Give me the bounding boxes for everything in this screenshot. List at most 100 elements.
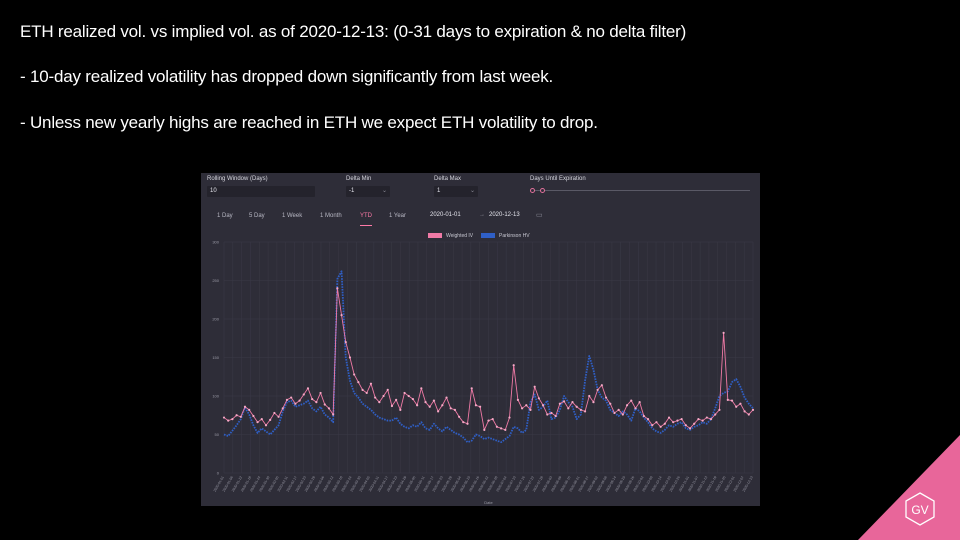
data-point-weighted-iv: [491, 418, 494, 421]
range-button-1-year[interactable]: 1 Year: [389, 213, 407, 219]
data-point-weighted-iv: [583, 410, 587, 413]
legend-label-parkinson-hv[interactable]: Parkinson HV: [499, 233, 530, 239]
data-point-weighted-iv: [588, 394, 591, 398]
data-point-weighted-iv: [617, 408, 620, 411]
delta-max-select[interactable]: 1 ⌄: [434, 186, 478, 197]
hexagon-icon: [905, 492, 935, 526]
range-button-1-day[interactable]: 1 Day: [217, 213, 233, 219]
data-point-weighted-iv: [302, 393, 305, 396]
data-point-weighted-iv: [441, 404, 444, 407]
data-point-weighted-iv: [369, 382, 373, 385]
data-point-weighted-iv: [470, 387, 473, 390]
data-point-weighted-iv: [378, 401, 381, 404]
data-point-weighted-iv: [273, 411, 276, 415]
days-until-expiration-slider[interactable]: [532, 190, 750, 191]
range-button-1-month[interactable]: 1 Month: [320, 213, 342, 219]
data-point-weighted-iv: [504, 428, 507, 431]
data-point-weighted-iv: [483, 428, 486, 431]
headline-3: - Unless new yearly highs are reached in…: [20, 113, 598, 132]
slider-handle-min[interactable]: [530, 188, 535, 193]
y-tick-label: 300: [212, 240, 219, 245]
active-range-indicator: [360, 225, 372, 226]
legend-swatch-parkinson-hv: [481, 233, 495, 238]
data-point-weighted-iv: [630, 399, 633, 402]
legend-label-weighted-iv[interactable]: Weighted IV: [446, 233, 474, 239]
data-point-weighted-iv: [269, 418, 272, 421]
data-point-weighted-iv: [285, 398, 289, 401]
data-point-weighted-iv: [550, 411, 553, 415]
data-point-weighted-iv: [693, 422, 696, 425]
data-point-weighted-iv: [562, 400, 566, 403]
delta-min-select[interactable]: -1 ⌄: [346, 186, 390, 197]
data-point-weighted-iv: [420, 387, 423, 390]
data-point-weighted-iv: [222, 416, 226, 419]
legend-swatch-weighted-iv: [428, 233, 442, 238]
data-point-weighted-iv: [651, 424, 654, 427]
delta-min-label: Delta Min: [346, 176, 372, 182]
data-point-weighted-iv: [525, 404, 528, 407]
data-point-weighted-iv: [667, 416, 671, 419]
y-tick-label: 100: [212, 394, 219, 399]
data-point-weighted-iv: [348, 356, 352, 359]
data-point-weighted-iv: [537, 397, 540, 400]
chevron-down-icon: ⌄: [381, 188, 387, 194]
data-point-weighted-iv: [390, 404, 394, 408]
data-point-weighted-iv: [243, 405, 247, 408]
data-point-weighted-iv: [260, 418, 263, 421]
data-point-weighted-iv: [730, 399, 734, 402]
data-point-weighted-iv: [743, 410, 746, 413]
data-point-weighted-iv: [332, 413, 335, 416]
data-point-weighted-iv: [499, 427, 503, 430]
data-point-weighted-iv: [432, 399, 436, 402]
data-point-weighted-iv: [294, 402, 297, 405]
range-button-1-week[interactable]: 1 Week: [282, 213, 303, 219]
slider-handle-max[interactable]: [540, 188, 545, 193]
calendar-icon[interactable]: ▭: [536, 212, 543, 219]
data-point-weighted-iv: [512, 364, 515, 367]
x-axis-title: Date: [484, 500, 493, 505]
data-point-weighted-iv: [697, 418, 700, 421]
range-button-ytd[interactable]: YTD: [360, 213, 372, 219]
end-date-input[interactable]: 2020-12-13: [489, 212, 520, 218]
rolling-window-input[interactable]: 10: [207, 186, 315, 197]
data-point-weighted-iv: [642, 414, 645, 418]
data-point-weighted-iv: [684, 424, 687, 427]
delta-max-label: Delta Max: [434, 176, 462, 182]
data-point-weighted-iv: [495, 425, 498, 428]
delta-min-value: -1: [349, 188, 355, 194]
data-point-weighted-iv: [592, 401, 595, 404]
rolling-window-label: Rolling Window (Days): [207, 176, 268, 182]
data-point-weighted-iv: [336, 287, 339, 290]
data-point-weighted-iv: [546, 413, 549, 416]
data-point-weighted-iv: [428, 405, 431, 408]
data-point-weighted-iv: [315, 401, 318, 404]
data-point-weighted-iv: [516, 398, 519, 401]
data-point-weighted-iv: [344, 341, 347, 344]
data-point-weighted-iv: [252, 414, 255, 418]
data-point-weighted-iv: [567, 407, 570, 410]
start-date-input[interactable]: 2020-01-01: [430, 212, 461, 218]
data-point-weighted-iv: [449, 407, 452, 410]
corner-triangle: [858, 435, 960, 540]
data-point-weighted-iv: [264, 424, 268, 427]
data-point-weighted-iv: [541, 404, 545, 407]
data-point-weighted-iv: [701, 419, 704, 422]
range-button-5-day[interactable]: 5 Day: [249, 213, 265, 219]
data-point-weighted-iv: [726, 398, 729, 401]
data-point-weighted-iv: [479, 405, 482, 408]
data-point-weighted-iv: [722, 331, 725, 334]
data-point-weighted-iv: [319, 391, 322, 395]
data-point-weighted-iv: [604, 396, 608, 399]
data-point-weighted-iv: [239, 415, 242, 418]
data-point-weighted-iv: [311, 397, 314, 401]
data-point-weighted-iv: [638, 401, 641, 404]
data-point-weighted-iv: [751, 408, 755, 411]
data-point-weighted-iv: [445, 396, 448, 399]
data-point-weighted-iv: [248, 408, 251, 411]
data-point-weighted-iv: [462, 421, 465, 424]
delta-max-value: 1: [437, 188, 441, 194]
data-point-weighted-iv: [709, 418, 713, 421]
data-point-weighted-iv: [672, 421, 675, 424]
data-point-weighted-iv: [714, 413, 717, 416]
data-point-weighted-iv: [374, 396, 377, 399]
